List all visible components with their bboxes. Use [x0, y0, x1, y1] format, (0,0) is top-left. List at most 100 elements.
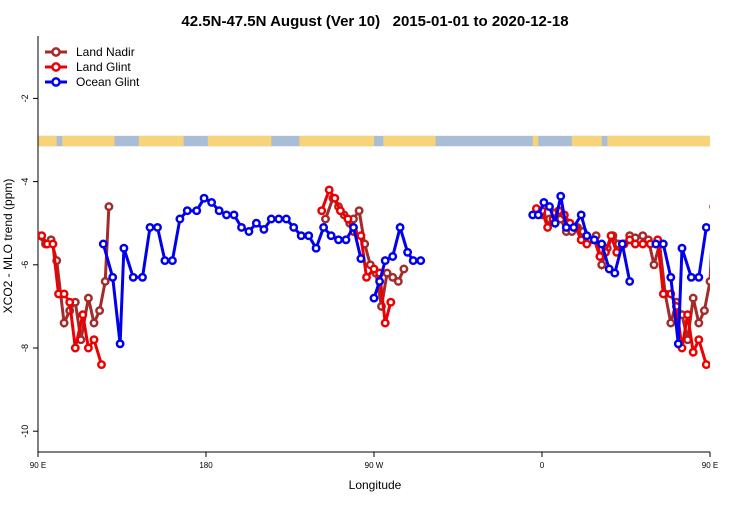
data-point — [214, 206, 224, 216]
data-point — [237, 222, 246, 232]
data-point — [244, 227, 254, 236]
data-point — [167, 256, 177, 266]
series-line — [38, 206, 111, 340]
data-point — [709, 204, 710, 210]
data-point — [395, 222, 405, 232]
data-point — [630, 239, 640, 249]
x-tick-label: 90 E — [30, 461, 46, 470]
data-point — [606, 231, 616, 241]
data-point — [83, 293, 93, 303]
data-point — [289, 222, 299, 232]
data-point — [266, 214, 276, 224]
data-point — [222, 210, 231, 220]
data-point — [709, 224, 710, 230]
x-tick-label: 180 — [199, 461, 213, 470]
data-point — [259, 224, 269, 234]
data-point — [65, 297, 75, 307]
data-point — [48, 239, 58, 249]
data-point — [362, 272, 371, 282]
data-point — [416, 256, 426, 266]
data-point — [89, 335, 99, 345]
data-point — [604, 264, 614, 274]
data-point — [95, 306, 105, 316]
data-point — [705, 276, 710, 286]
data-point — [393, 276, 403, 286]
data-point — [375, 276, 385, 286]
data-point — [673, 339, 683, 349]
x-tick-label: 90 W — [365, 461, 384, 470]
data-point — [677, 243, 687, 253]
data-point — [683, 310, 693, 320]
legend-swatch-marker — [51, 77, 61, 87]
data-point — [89, 318, 99, 328]
legend-label: Ocean Glint — [76, 75, 140, 89]
data-point — [380, 318, 390, 328]
data-point — [550, 218, 560, 228]
chart-title: 42.5N-47.5N August (Ver 10) 2015-01-01 t… — [181, 13, 568, 30]
data-point — [304, 231, 314, 241]
data-point — [175, 214, 185, 224]
data-point — [694, 272, 704, 282]
data-point — [324, 185, 334, 195]
land-strip-segment — [532, 135, 539, 147]
legend-label: Land Glint — [76, 60, 131, 74]
data-point — [651, 239, 661, 249]
data-point — [543, 222, 553, 232]
data-point — [556, 191, 566, 201]
data-point — [207, 197, 217, 207]
data-point — [576, 210, 586, 220]
series-ocean-glint — [98, 191, 733, 349]
data-point — [83, 343, 93, 353]
data-point — [658, 289, 668, 299]
legend-swatch-marker — [51, 47, 61, 57]
land-strip-segment — [383, 135, 436, 147]
data-point — [701, 360, 710, 370]
data-point — [720, 257, 726, 263]
data-point — [686, 272, 696, 282]
data-point — [356, 254, 366, 264]
data-point — [388, 252, 398, 261]
data-point — [192, 206, 202, 216]
data-point — [386, 297, 396, 307]
data-point — [326, 231, 336, 241]
data-point — [229, 210, 239, 220]
data-point — [649, 260, 659, 270]
data-point — [617, 239, 627, 249]
y-axis-label: XCO2 - MLO trend (ppm) — [1, 179, 15, 314]
data-point — [727, 257, 733, 263]
land-strip-segment — [138, 135, 184, 147]
data-point — [354, 206, 364, 216]
data-point — [399, 264, 409, 274]
data-point — [281, 214, 291, 224]
data-point — [533, 210, 543, 220]
data-point — [145, 222, 155, 232]
data-point — [319, 222, 329, 232]
data-point — [561, 222, 571, 232]
data-point — [128, 272, 138, 282]
data-point — [330, 193, 340, 203]
data-point — [582, 231, 592, 241]
data-point — [115, 339, 125, 349]
data-point — [100, 276, 110, 286]
y-tick-label: -2 — [20, 94, 30, 102]
data-point — [59, 318, 69, 328]
data-point — [638, 231, 648, 241]
data-point — [569, 222, 579, 232]
land-strip-segment — [299, 135, 374, 147]
data-point — [108, 272, 118, 282]
plot-area: -2 -4 -6 -8 -10 90 E 180 90 W 0 90 E Land NadirLan… — [20, 36, 733, 470]
data-point — [610, 268, 620, 278]
data-point — [334, 235, 343, 245]
y-tick-label: -4 — [20, 178, 30, 186]
data-point — [98, 239, 108, 249]
land-strip-segment — [607, 135, 710, 147]
data-point — [638, 239, 648, 249]
data-point — [694, 335, 704, 345]
data-point — [597, 260, 607, 270]
land-strip-segment — [571, 135, 602, 147]
data-point — [388, 272, 398, 282]
data-point — [403, 247, 413, 257]
data-point — [694, 318, 704, 328]
data-point — [274, 214, 284, 224]
